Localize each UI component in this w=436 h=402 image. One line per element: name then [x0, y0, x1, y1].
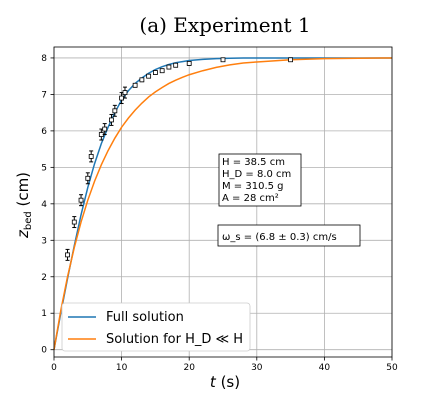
param-height: H = 38.5 cm	[222, 157, 285, 168]
series-line-full-solution	[53, 57, 392, 350]
parameter-box: H = 38.5 cm H_D = 8.0 cm M = 310.5 g A =…	[218, 153, 302, 207]
legend-frame	[61, 302, 251, 352]
y-tick-label: 3	[41, 236, 47, 246]
data-point-marker	[78, 197, 84, 203]
data-point-marker	[71, 219, 77, 225]
data-point-marker	[146, 73, 152, 79]
legend-label-full: Full solution	[106, 310, 184, 325]
series-line-approx-solution	[53, 57, 393, 350]
legend-label-approx: Solution for H_D ≪ H	[106, 332, 243, 347]
data-point-marker	[109, 117, 114, 123]
data-point-marker	[173, 62, 179, 68]
x-axis-label: t (s)	[210, 373, 240, 391]
data-point-marker	[220, 57, 226, 63]
data-point-marker	[288, 57, 294, 63]
y-tick-label: 2	[41, 273, 47, 283]
omega-box: ω_s = (6.8 ± 0.3) cm/s	[217, 224, 361, 247]
data-point-marker	[186, 61, 192, 66]
x-tick-label: 30	[251, 363, 263, 373]
parameter-box-frame	[218, 153, 302, 207]
axis-ticks: 0 10 20 30 40 50 0 1 2 3 4 5 6 7 8	[41, 54, 398, 373]
param-mass: M = 310.5 g	[222, 181, 284, 192]
x-tick-label: 40	[319, 363, 331, 373]
data-points	[65, 57, 294, 261]
legend: Full solution Solution for H_D ≪ H	[61, 302, 251, 352]
y-tick-label: 0	[41, 346, 47, 356]
data-point-marker	[159, 68, 165, 74]
y-axis-label: zbed (cm)	[14, 172, 34, 239]
param-hd: H_D = 8.0 cm	[222, 169, 291, 180]
data-point-marker	[132, 82, 138, 88]
x-tick-label: 10	[116, 363, 128, 373]
data-point-marker	[65, 252, 70, 258]
param-area: A = 28 cm²	[222, 193, 279, 204]
omega-label: ω_s = (6.8 ± 0.3) cm/s	[222, 232, 337, 243]
x-tick-label: 20	[183, 363, 195, 373]
data-point-marker	[88, 154, 94, 159]
y-tick-label: 1	[41, 309, 47, 319]
x-tick-label: 50	[386, 363, 398, 373]
data-point-marker	[102, 126, 108, 132]
plot-frame	[53, 46, 393, 358]
omega-box-frame	[217, 224, 361, 247]
y-tick-label: 8	[41, 54, 47, 64]
data-point-marker	[85, 175, 91, 181]
series-lines	[53, 57, 393, 350]
y-tick-label: 7	[41, 90, 47, 100]
data-point-marker	[166, 64, 172, 70]
x-tick-label: 0	[51, 363, 57, 373]
y-tick-label: 4	[41, 200, 47, 210]
y-tick-label: 5	[41, 163, 47, 173]
chart-title: (a) Experiment 1	[139, 13, 310, 37]
data-point-marker	[152, 70, 158, 75]
y-tick-label: 6	[41, 127, 47, 137]
data-point-marker	[112, 108, 118, 114]
data-point-marker	[122, 90, 128, 95]
data-point-marker	[139, 77, 145, 83]
